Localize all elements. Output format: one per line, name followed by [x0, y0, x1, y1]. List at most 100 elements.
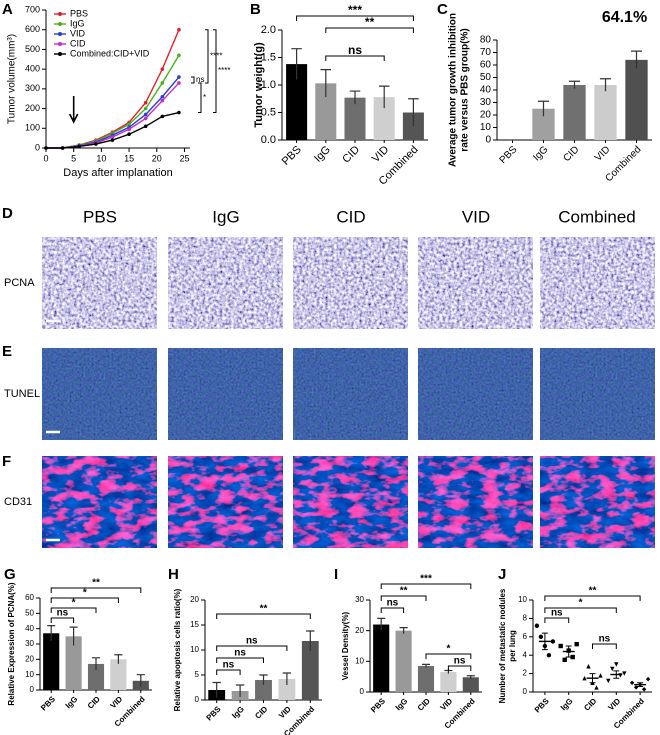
sig-label: **** [210, 51, 222, 60]
bar [594, 85, 617, 140]
point [127, 127, 131, 132]
point [160, 98, 165, 103]
sig-bracket [205, 29, 209, 84]
dot [614, 662, 619, 667]
panel-letter: C [437, 1, 448, 18]
point [143, 116, 148, 121]
error-bar [378, 85, 390, 109]
dot [538, 634, 544, 639]
y-tick-label: 10 [190, 645, 199, 654]
sig-bracket [50, 617, 75, 623]
bar [625, 59, 648, 140]
sig-bracket [216, 657, 264, 663]
y-tick-label: 0 [523, 687, 528, 696]
row-label: CD31 [4, 496, 32, 508]
bar [532, 108, 555, 140]
x-tick-label: VID [606, 696, 622, 712]
y-axis-label: Relative apoptosis cells ratio(%) [173, 588, 182, 711]
error-bar [306, 630, 315, 651]
sig-bracket [213, 29, 217, 114]
legend-label: Combined:CID+VID [70, 48, 150, 58]
error-bar [320, 69, 332, 98]
panel-letter: I [334, 566, 338, 583]
x-tick-label: VID [439, 696, 455, 712]
sig-bracket [216, 669, 241, 675]
error-bar [136, 674, 145, 687]
x-tick-label: 10 [96, 153, 106, 163]
point [160, 114, 165, 119]
sig-label: **** [218, 66, 230, 75]
legend-marker [58, 12, 62, 16]
sig-bracket [380, 595, 427, 601]
point [60, 146, 65, 150]
point [110, 138, 115, 142]
error-bar [235, 684, 245, 697]
panel-letter: G [4, 566, 16, 583]
x-tick-label: PBS [533, 696, 551, 714]
point [177, 75, 181, 79]
error-bar [408, 98, 419, 127]
micrograph [540, 456, 655, 548]
x-tick-label: PBS [369, 696, 387, 714]
sig-label: ns [599, 634, 611, 645]
y-tick-label: 60 [480, 60, 492, 71]
sig-bracket [380, 607, 405, 613]
sig-bracket [425, 653, 472, 659]
image-grid: D E F PCNA TUNEL CD31 PBS IgG CID VID Co… [2, 205, 655, 548]
sig-bracket [380, 583, 472, 589]
dot [594, 685, 599, 690]
y-tick-label: 50 [25, 608, 34, 617]
sig-label: * [446, 644, 450, 655]
y-tick-label: 200 [25, 103, 40, 113]
y-tick-label: 1.5 [261, 51, 276, 63]
error-bar [212, 681, 221, 698]
bar [462, 677, 479, 692]
sig-bracket [50, 587, 142, 593]
bar [255, 680, 272, 700]
x-tick-label: CID [582, 696, 598, 712]
panel-letter: E [2, 343, 12, 360]
sig-label: * [83, 588, 87, 599]
bar [440, 672, 457, 692]
point [177, 53, 181, 58]
y-axis-label: Vessel Density(%) [341, 611, 350, 680]
panel-letter: F [2, 453, 11, 470]
y-tick-label: 30 [25, 639, 34, 648]
point [177, 81, 181, 85]
y-tick-label: 60 [25, 593, 34, 602]
error-bar [541, 632, 548, 651]
error-bar [399, 627, 408, 634]
x-tick-label: VID [109, 694, 125, 710]
error-bar [599, 78, 612, 92]
y-tick-label: 500 [25, 44, 40, 54]
y-tick-label: 80 [480, 35, 492, 46]
bar [563, 85, 586, 140]
legend-marker [58, 32, 62, 36]
error-bar [589, 673, 596, 684]
y-tick-label: 0 [35, 142, 40, 152]
micrograph [540, 237, 655, 329]
sig-bracket [296, 15, 414, 21]
sig-bracket [216, 613, 311, 619]
point [177, 110, 181, 115]
dot [641, 687, 647, 692]
y-tick-label: 10 [25, 670, 34, 679]
micrograph [168, 456, 283, 548]
legend-label: CID [70, 38, 86, 48]
column-header: VID [462, 207, 490, 226]
point [143, 124, 148, 129]
sig-bracket [544, 617, 570, 623]
x-tick-label: CID [86, 694, 102, 710]
bar [373, 97, 395, 140]
dot [610, 666, 615, 672]
micrograph [42, 237, 157, 329]
micrograph [418, 348, 533, 440]
y-tick-label: 50 [480, 72, 492, 83]
micrograph [168, 237, 283, 329]
y-tick-label: 0.0 [261, 134, 276, 146]
error-bar [282, 672, 292, 685]
sig-label: ** [589, 586, 597, 597]
panel-letter: J [498, 566, 506, 583]
y-tick-label: 0 [360, 687, 365, 696]
